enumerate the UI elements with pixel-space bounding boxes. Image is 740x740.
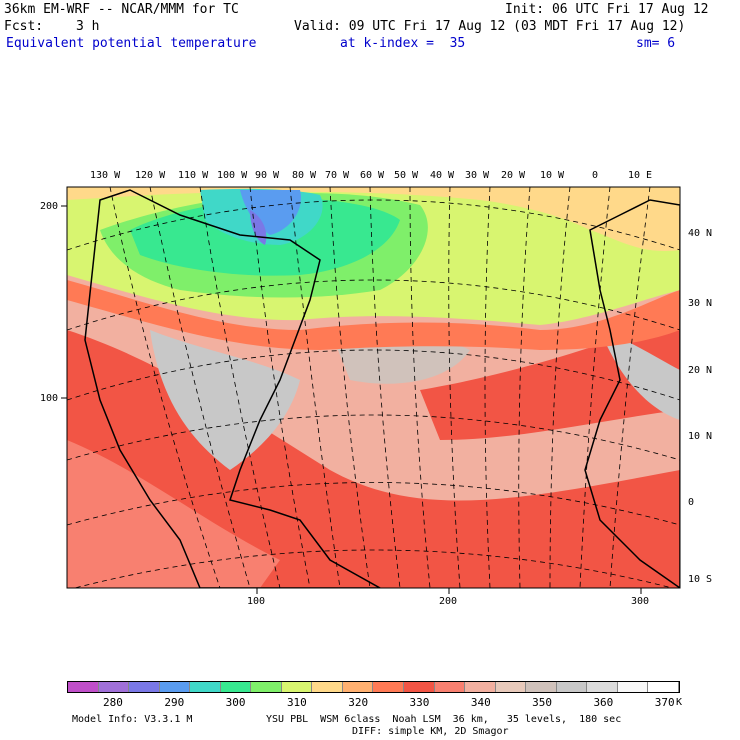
colorbar-swatch [342, 682, 374, 692]
lat-label: 10 S [688, 574, 713, 585]
colorbar-swatch [98, 682, 130, 692]
lat-label: 0 [688, 497, 695, 508]
valid-time: Valid: 09 UTC Fri 17 Aug 12 (03 MDT Fri … [294, 19, 686, 34]
lon-label: 40 W [430, 170, 455, 181]
colorbar-label: 290 [164, 696, 185, 709]
colorbar-swatch [648, 682, 679, 692]
theta-e-field [67, 187, 680, 588]
colorbar-swatch [312, 682, 343, 692]
lat-label: 20 N [688, 365, 713, 376]
diffusion-info: DIFF: simple KM, 2D Smagor [352, 726, 509, 737]
map-frame [66, 186, 681, 589]
lon-label: 50 W [394, 170, 419, 181]
colorbar-swatch [220, 682, 252, 692]
left-axis-tick: 200 [40, 201, 59, 212]
colorbar-swatch [159, 682, 191, 692]
lon-label: 130 W [90, 170, 121, 181]
lon-label: 120 W [135, 170, 166, 181]
lon-label: 60 W [360, 170, 385, 181]
graticule [67, 187, 680, 588]
lon-label: 0 [592, 170, 599, 181]
lon-label: 100 W [217, 170, 248, 181]
colorbar-label: 340 [470, 696, 491, 709]
model-title: 36km EM-WRF -- NCAR/MMM for TC [4, 2, 239, 17]
lon-label: 20 W [501, 170, 526, 181]
colorbar-swatch [465, 682, 496, 692]
colorbar-swatch [495, 682, 527, 692]
forecast-label: Fcst: [4, 19, 44, 34]
lat-label: 30 N [688, 298, 713, 309]
left-axis-tick: 100 [40, 393, 59, 404]
lat-label: 40 N [688, 228, 713, 239]
colorbar-label: 360 [593, 696, 614, 709]
colorbar-swatch [434, 682, 466, 692]
colorbar-label: 370 [654, 696, 675, 709]
colorbar-swatch [373, 682, 405, 692]
lon-label: 10 E [628, 170, 653, 181]
colorbar-label: 320 [348, 696, 369, 709]
physics-info: YSU PBL WSM 6class Noah LSM 36 km, 35 le… [266, 714, 622, 725]
lon-label: 90 W [255, 170, 280, 181]
level-index: at k-index = 35 [340, 36, 466, 51]
colorbar-swatch [129, 682, 160, 692]
bottom-axis-tick: 300 [631, 596, 650, 607]
model-info: Model Info: V3.3.1 M [72, 714, 193, 725]
colorbar-swatch [190, 682, 221, 692]
lon-label: 80 W [292, 170, 317, 181]
lat-label: 10 N [688, 431, 713, 442]
colorbar-label: 300 [225, 696, 246, 709]
lon-label: 30 W [465, 170, 490, 181]
lon-label: 70 W [325, 170, 350, 181]
lon-label: 110 W [178, 170, 209, 181]
colorbar [67, 681, 680, 693]
init-time: Init: 06 UTC Fri 17 Aug 12 [505, 2, 709, 17]
field-name: Equivalent potential temperature [6, 36, 257, 51]
colorbar-label: 330 [409, 696, 430, 709]
lon-label: 10 W [540, 170, 565, 181]
bottom-axis-tick: 100 [247, 596, 266, 607]
colorbar-label: 280 [103, 696, 123, 709]
colorbar-label: 310 [286, 696, 307, 709]
colorbar-unit: K [676, 697, 683, 708]
smoothing-value: sm= 6 [636, 36, 676, 51]
colorbar-swatch [617, 682, 649, 692]
colorbar-swatch [556, 682, 588, 692]
colorbar-swatch [587, 682, 618, 692]
colorbar-swatch [68, 682, 99, 692]
colorbar-label: 350 [532, 696, 552, 709]
colorbar-swatch [404, 682, 435, 692]
bottom-axis-tick: 200 [439, 596, 458, 607]
colorbar-swatch [251, 682, 282, 692]
colorbar-swatch [526, 682, 557, 692]
colorbar-swatch [281, 682, 313, 692]
forecast-hour: 3 h [76, 19, 100, 34]
